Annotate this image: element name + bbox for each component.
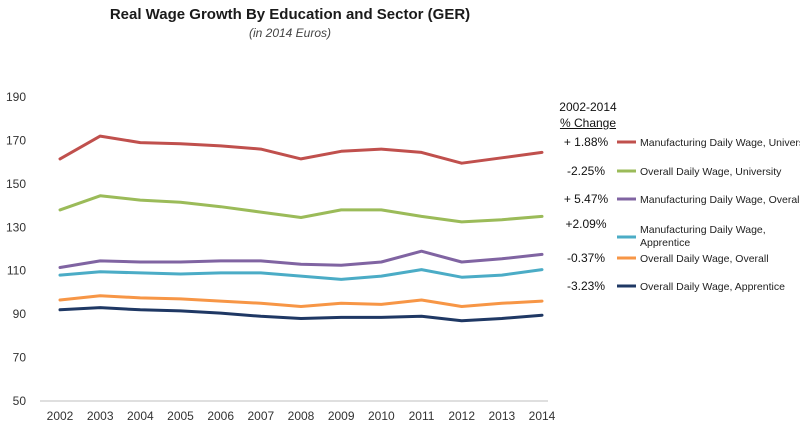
x-tick-label: 2006 [207, 409, 234, 423]
x-tick-label: 2002 [47, 409, 74, 423]
y-tick-label: 50 [13, 394, 27, 408]
x-tick-label: 2013 [488, 409, 515, 423]
y-tick-label: 70 [13, 351, 27, 365]
y-tick-label: 190 [6, 90, 26, 104]
x-tick-label: 2007 [247, 409, 274, 423]
legend-change-value: -0.37% [567, 251, 605, 265]
x-tick-label: 2004 [127, 409, 154, 423]
series-line-1 [58, 134, 544, 165]
legend-header-period: 2002-2014 [559, 100, 617, 114]
x-tick-label: 2014 [529, 409, 556, 423]
legend-change-value: -2.25% [567, 164, 605, 178]
series-line-3 [58, 249, 544, 269]
y-tick-label: 110 [7, 264, 26, 278]
series-line-5 [58, 294, 544, 308]
legend-series-name: Overall Daily Wage, Overall [640, 253, 769, 265]
y-tick-label: 90 [13, 307, 27, 321]
legend-series-name: Overall Daily Wage, University [640, 166, 782, 178]
x-tick-label: 2008 [288, 409, 315, 423]
legend-header-change: % Change [559, 116, 617, 130]
y-tick-label: 150 [6, 177, 26, 191]
legend-change-value: -3.23% [567, 279, 605, 293]
legend-series-name: Overall Daily Wage, Apprentice [640, 281, 785, 293]
x-tick-label: 2009 [328, 409, 355, 423]
y-tick-label: 130 [6, 220, 26, 234]
legend-change-value: + 5.47% [564, 192, 609, 206]
series-line-4 [58, 268, 544, 281]
legend-change-value: + 1.88% [564, 135, 609, 149]
x-tick-label: 2005 [167, 409, 194, 423]
series-line-6 [58, 306, 544, 323]
x-tick-label: 2011 [409, 409, 435, 423]
x-tick-label: 2012 [448, 409, 475, 423]
legend-series-name: Manufacturing Daily Wage, University [640, 137, 800, 149]
legend-header: 2002-2014 % Change [548, 99, 628, 131]
series-line-2 [58, 194, 544, 224]
legend-change-value: +2.09% [565, 217, 606, 231]
x-tick-label: 2010 [368, 409, 395, 423]
chart-title: Real Wage Growth By Education and Sector… [109, 6, 471, 23]
x-tick-label: 2003 [87, 409, 114, 423]
legend-series-name: Manufacturing Daily Wage, Overall [640, 194, 800, 206]
legend-series-name: Manufacturing Daily Wage, Apprentice [640, 224, 766, 249]
y-tick-label: 170 [6, 133, 26, 147]
chart-subtitle: (in 2014 Euros) [248, 26, 332, 40]
